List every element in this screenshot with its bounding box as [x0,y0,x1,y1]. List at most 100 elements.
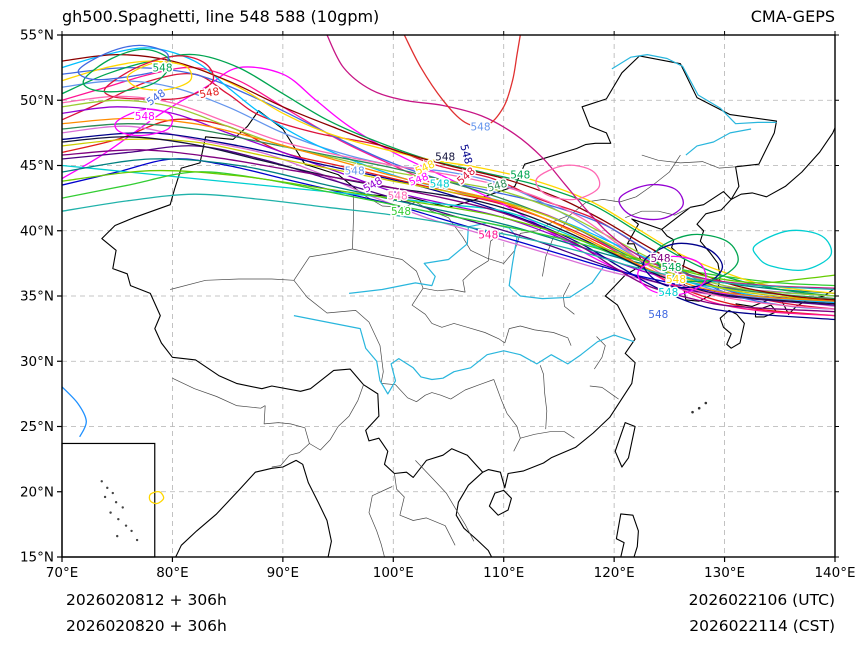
contour-value-label: 548 [666,274,686,286]
contour-value-label: 548 [435,151,455,163]
inset-island-dot [121,506,124,509]
coast-line [101,55,778,489]
ensemble-member-line [62,117,835,302]
x-tick-label: 70°E [46,565,78,581]
x-tick-label: 80°E [156,565,188,581]
scs-inset [61,442,156,558]
border-line [293,280,384,384]
ensemble-member-line [62,66,835,310]
contour-value-label: 548 [152,63,172,75]
ensemble-member-loop [126,61,193,91]
contour-value-label: 548 [662,262,682,274]
ensemble-member-loop [752,229,833,271]
coast-line [488,489,512,516]
ensemble-member-line [62,95,835,310]
border-line [641,154,736,169]
ensemble-member-loop [103,55,215,101]
ensemble-member-loop [77,44,170,81]
border-line [520,431,575,439]
ensemble-member-line [62,169,835,284]
x-tick-label: 140°E [814,565,855,581]
ensemble-member-loop [114,108,174,137]
chart-title: gh500.Spaghetti, line 548 588 (10gpm) [62,7,380,26]
inset-island-dot [124,524,128,527]
contour-value-label: 548 [457,143,474,165]
coast-line [719,309,745,349]
ensemble-member-line [62,193,835,291]
border-line [170,195,354,290]
ensemble-member-loop [655,233,739,283]
ensemble-member-line [62,164,835,297]
coast-line [730,127,835,200]
ensemble-member-line [62,149,835,313]
contour-value-label: 548 [199,86,221,101]
ensemble-member-line [62,66,835,317]
contour-value-label: 548 [391,206,411,218]
river-line [293,315,635,395]
ensemble-member-loop [642,242,724,289]
inset-island-dot [114,500,118,504]
inset-island-dot [100,480,103,483]
border-line [625,206,691,219]
border-line [539,365,548,430]
border-line [309,384,364,451]
inset-frame [61,442,156,558]
y-tick-label: 15°N [20,550,54,566]
border-line [493,379,521,452]
y-tick-label: 25°N [20,419,54,435]
init-time-block: 2026020812 + 306h 2026020820 + 306h [66,587,227,639]
inset-island-dot [116,534,119,538]
contour-value-label: 548 [510,170,530,182]
border-line [263,405,310,468]
ensemble-member-loop [637,255,707,296]
contour-value-label: 548 [648,309,668,321]
inset-island-dot [135,538,139,542]
river-line [349,222,604,300]
valid-time-block: 2026022106 (UTC) 2026022114 (CST) [689,587,835,639]
inset-island-dot [103,495,107,499]
border-line [589,385,619,400]
ensemble-member-line [62,385,87,438]
ensemble-member-loop [148,490,165,505]
inset-island-dot [109,511,112,514]
border-line [415,460,475,542]
inset-island-dot [130,529,133,533]
border-line [352,248,433,324]
inset-island-dot [111,491,114,495]
coast-line [615,513,639,557]
ensemble-member-line [62,53,835,301]
border-line [423,231,503,293]
island-dot [697,406,701,410]
inset-island-dot [106,486,109,490]
init-time-cst: 2026020820 + 306h [66,617,227,635]
y-tick-label: 40°N [20,223,54,239]
init-time-utc: 2026020812 + 306h [66,591,227,609]
y-tick-label: 30°N [20,354,54,370]
x-tick-label: 130°E [704,565,745,581]
border-line [394,473,456,546]
chart-header: gh500.Spaghetti, line 548 588 (10gpm) CM… [62,7,835,26]
inset-island-dot [117,517,120,521]
border-line [504,325,572,346]
ensemble-member-line [62,132,835,321]
coast-line [754,304,778,318]
ensemble-member-line [326,35,835,289]
contour-value-label: 548 [650,253,670,265]
y-tick-label: 55°N [20,28,54,44]
border-line [450,379,494,400]
y-tick-label: 20°N [20,484,54,500]
x-tick-label: 120°E [594,565,635,581]
model-name: CMA-GEPS [750,7,835,26]
contour-value-label: 548 [658,287,678,299]
valid-time-cst: 2026022114 (CST) [689,617,835,635]
contour-value-label: 548 [471,121,491,133]
coast-line [175,459,332,557]
ensemble-member-loop [82,48,172,93]
contour-value-label: 548 [478,230,498,242]
coast-line [455,471,493,557]
contour-value-label: 548 [388,190,408,202]
y-tick-label: 45°N [20,158,54,174]
border-line [172,377,266,409]
contour-value-label: 548 [345,166,365,178]
